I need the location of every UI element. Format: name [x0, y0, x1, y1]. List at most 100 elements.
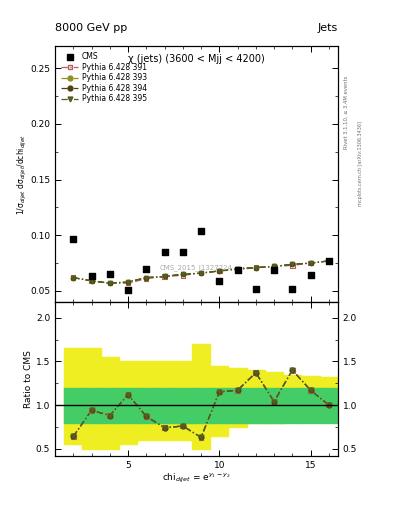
- Point: [107, 412, 113, 420]
- Point: [216, 267, 222, 275]
- Point: [216, 267, 222, 275]
- Text: Jets: Jets: [318, 23, 338, 33]
- Point: [88, 406, 95, 414]
- Point: [162, 272, 168, 281]
- Point: [162, 272, 168, 281]
- Text: 8000 GeV pp: 8000 GeV pp: [55, 23, 127, 33]
- Point: [289, 261, 296, 269]
- Point: [70, 273, 76, 282]
- Point: [125, 391, 131, 399]
- Point: [125, 278, 131, 286]
- Point: [235, 265, 241, 273]
- Point: [70, 273, 76, 282]
- Point: [253, 264, 259, 272]
- Point: [235, 386, 241, 394]
- Point: [326, 257, 332, 265]
- Point: [180, 271, 186, 280]
- Point: [216, 388, 222, 396]
- Point: [143, 412, 149, 420]
- Point: [180, 270, 186, 279]
- Point: [307, 386, 314, 394]
- Point: [107, 279, 113, 287]
- Point: [253, 264, 259, 272]
- Point: [180, 422, 186, 430]
- Point: [198, 433, 204, 441]
- Point: [289, 366, 296, 374]
- Point: [326, 257, 332, 265]
- Point: [253, 369, 259, 377]
- Point: [326, 401, 332, 409]
- Point: [125, 279, 131, 287]
- Point: [162, 423, 168, 432]
- Point: [235, 386, 241, 394]
- Point: [198, 433, 204, 441]
- Point: [70, 273, 76, 282]
- Point: [271, 262, 277, 270]
- Point: [125, 286, 131, 294]
- Point: [180, 422, 186, 430]
- Point: [180, 270, 186, 279]
- Point: [125, 391, 131, 399]
- Point: [143, 412, 149, 420]
- Point: [198, 269, 204, 277]
- Point: [180, 248, 186, 256]
- Point: [143, 265, 149, 273]
- Point: [125, 278, 131, 286]
- Point: [326, 401, 332, 409]
- Point: [289, 285, 296, 293]
- Point: [162, 423, 168, 432]
- Point: [88, 272, 95, 281]
- Point: [253, 264, 259, 272]
- Point: [307, 386, 314, 394]
- Legend: CMS, Pythia 6.428 391, Pythia 6.428 393, Pythia 6.428 394, Pythia 6.428 395: CMS, Pythia 6.428 391, Pythia 6.428 393,…: [59, 50, 149, 105]
- Point: [307, 386, 314, 394]
- Point: [180, 270, 186, 279]
- Point: [70, 234, 76, 243]
- Point: [253, 369, 259, 377]
- Point: [162, 423, 168, 432]
- Point: [88, 277, 95, 285]
- Point: [307, 271, 314, 280]
- Point: [198, 227, 204, 235]
- Point: [326, 257, 332, 265]
- Point: [307, 259, 314, 267]
- Point: [88, 277, 95, 285]
- Point: [271, 397, 277, 406]
- Point: [70, 432, 76, 440]
- Point: [216, 388, 222, 396]
- Point: [216, 388, 222, 396]
- Point: [198, 433, 204, 441]
- Point: [70, 432, 76, 440]
- Point: [289, 366, 296, 374]
- Point: [216, 388, 222, 396]
- Point: [235, 266, 241, 274]
- Point: [107, 412, 113, 420]
- Point: [253, 369, 259, 377]
- Point: [88, 406, 95, 414]
- Point: [162, 248, 168, 256]
- Point: [162, 272, 168, 281]
- Point: [307, 259, 314, 267]
- Point: [125, 391, 131, 399]
- Y-axis label: Ratio to CMS: Ratio to CMS: [24, 350, 33, 408]
- Point: [198, 269, 204, 277]
- Point: [88, 277, 95, 285]
- X-axis label: chi$_{dijet}$ = e$^{y_1 - y_2}$: chi$_{dijet}$ = e$^{y_1 - y_2}$: [162, 472, 231, 485]
- Point: [271, 262, 277, 270]
- Point: [143, 412, 149, 420]
- Point: [198, 433, 204, 441]
- Point: [289, 260, 296, 268]
- Point: [107, 412, 113, 420]
- Point: [253, 369, 259, 377]
- Point: [253, 264, 259, 272]
- Point: [307, 386, 314, 394]
- Point: [235, 386, 241, 394]
- Point: [162, 423, 168, 432]
- Point: [198, 269, 204, 277]
- Point: [70, 273, 76, 282]
- Point: [253, 285, 259, 293]
- Point: [289, 366, 296, 374]
- Point: [143, 273, 149, 282]
- Text: mcplots.cern.ch [arXiv:1306.3436]: mcplots.cern.ch [arXiv:1306.3436]: [358, 121, 363, 206]
- Point: [88, 277, 95, 285]
